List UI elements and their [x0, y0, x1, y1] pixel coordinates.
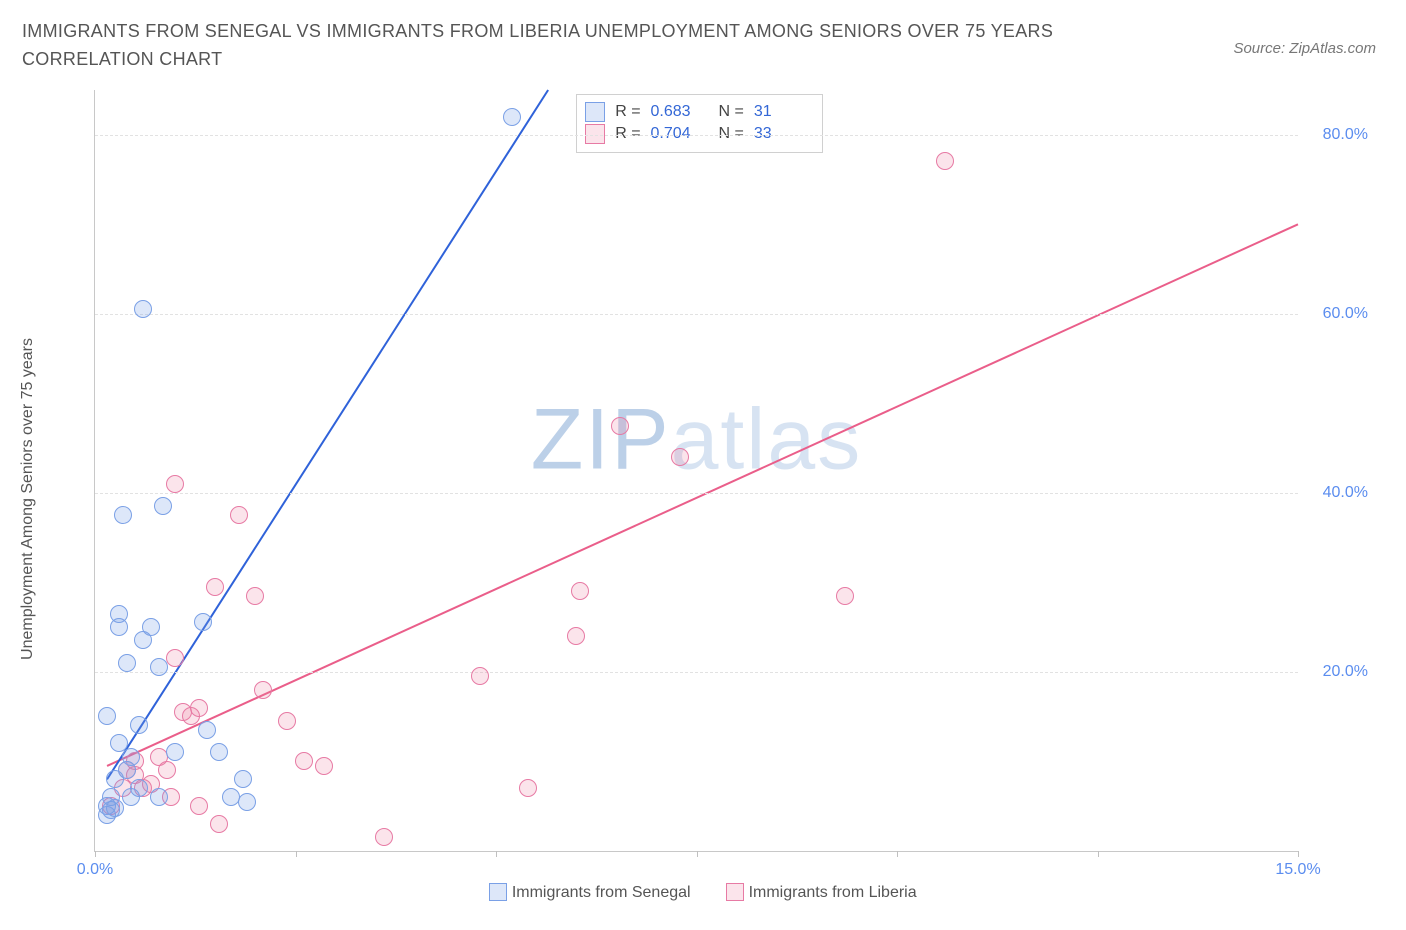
data-point [154, 497, 172, 515]
data-point [106, 799, 124, 817]
x-tick [897, 851, 898, 857]
data-point [254, 681, 272, 699]
data-point [836, 587, 854, 605]
data-point [295, 752, 313, 770]
trend-lines [95, 90, 1298, 851]
data-point [190, 699, 208, 717]
data-point [194, 613, 212, 631]
data-point [278, 712, 296, 730]
y-axis-label: Unemployment Among Seniors over 75 years [19, 338, 37, 660]
legend-label-senegal: Immigrants from Senegal [512, 884, 691, 901]
watermark: ZIPatlas [531, 390, 862, 489]
data-point [671, 448, 689, 466]
data-point [611, 417, 629, 435]
stats-legend: R =0.683N = 31R =0.704N = 33 [576, 94, 823, 153]
data-point [210, 743, 228, 761]
data-point [503, 108, 521, 126]
legend-swatch-liberia [726, 883, 744, 901]
data-point [166, 743, 184, 761]
data-point [375, 828, 393, 846]
data-point [471, 667, 489, 685]
y-tick-label: 60.0% [1323, 305, 1368, 323]
legend-swatch [585, 102, 605, 122]
x-tick-label: 15.0% [1275, 861, 1320, 879]
x-tick [697, 851, 698, 857]
x-tick [496, 851, 497, 857]
data-point [246, 587, 264, 605]
data-point [130, 779, 148, 797]
data-point [234, 770, 252, 788]
data-point [134, 300, 152, 318]
data-point [206, 578, 224, 596]
gridline-h [95, 135, 1298, 136]
data-point [150, 788, 168, 806]
data-point [238, 793, 256, 811]
data-point [210, 815, 228, 833]
data-point [166, 475, 184, 493]
chart-title: IMMIGRANTS FROM SENEGAL VS IMMIGRANTS FR… [22, 18, 1142, 74]
data-point [198, 721, 216, 739]
data-point [118, 654, 136, 672]
gridline-h [95, 314, 1298, 315]
gridline-h [95, 672, 1298, 673]
chart-area: Unemployment Among Seniors over 75 years… [22, 84, 1384, 914]
data-point [190, 797, 208, 815]
data-point [122, 748, 140, 766]
data-point [166, 649, 184, 667]
legend-label-liberia: Immigrants from Liberia [749, 884, 917, 901]
data-point [567, 627, 585, 645]
data-point [315, 757, 333, 775]
source-attribution: Source: ZipAtlas.com [1233, 40, 1376, 57]
data-point [150, 658, 168, 676]
x-tick [296, 851, 297, 857]
y-tick-label: 80.0% [1323, 126, 1368, 144]
data-point [98, 707, 116, 725]
legend-swatch-senegal [489, 883, 507, 901]
data-point [936, 152, 954, 170]
x-tick-label: 0.0% [77, 861, 113, 879]
data-point [110, 605, 128, 623]
y-tick-label: 40.0% [1323, 484, 1368, 502]
data-point [130, 716, 148, 734]
data-point [114, 506, 132, 524]
data-point [230, 506, 248, 524]
x-tick [95, 851, 96, 857]
data-point [519, 779, 537, 797]
data-point [134, 631, 152, 649]
data-point [158, 761, 176, 779]
x-tick [1298, 851, 1299, 857]
gridline-h [95, 493, 1298, 494]
plot-region: ZIPatlas R =0.683N = 31R =0.704N = 33 20… [94, 90, 1298, 852]
data-point [571, 582, 589, 600]
y-tick-label: 20.0% [1323, 663, 1368, 681]
series-legend: Immigrants from Senegal Immigrants from … [22, 883, 1384, 902]
x-tick [1098, 851, 1099, 857]
